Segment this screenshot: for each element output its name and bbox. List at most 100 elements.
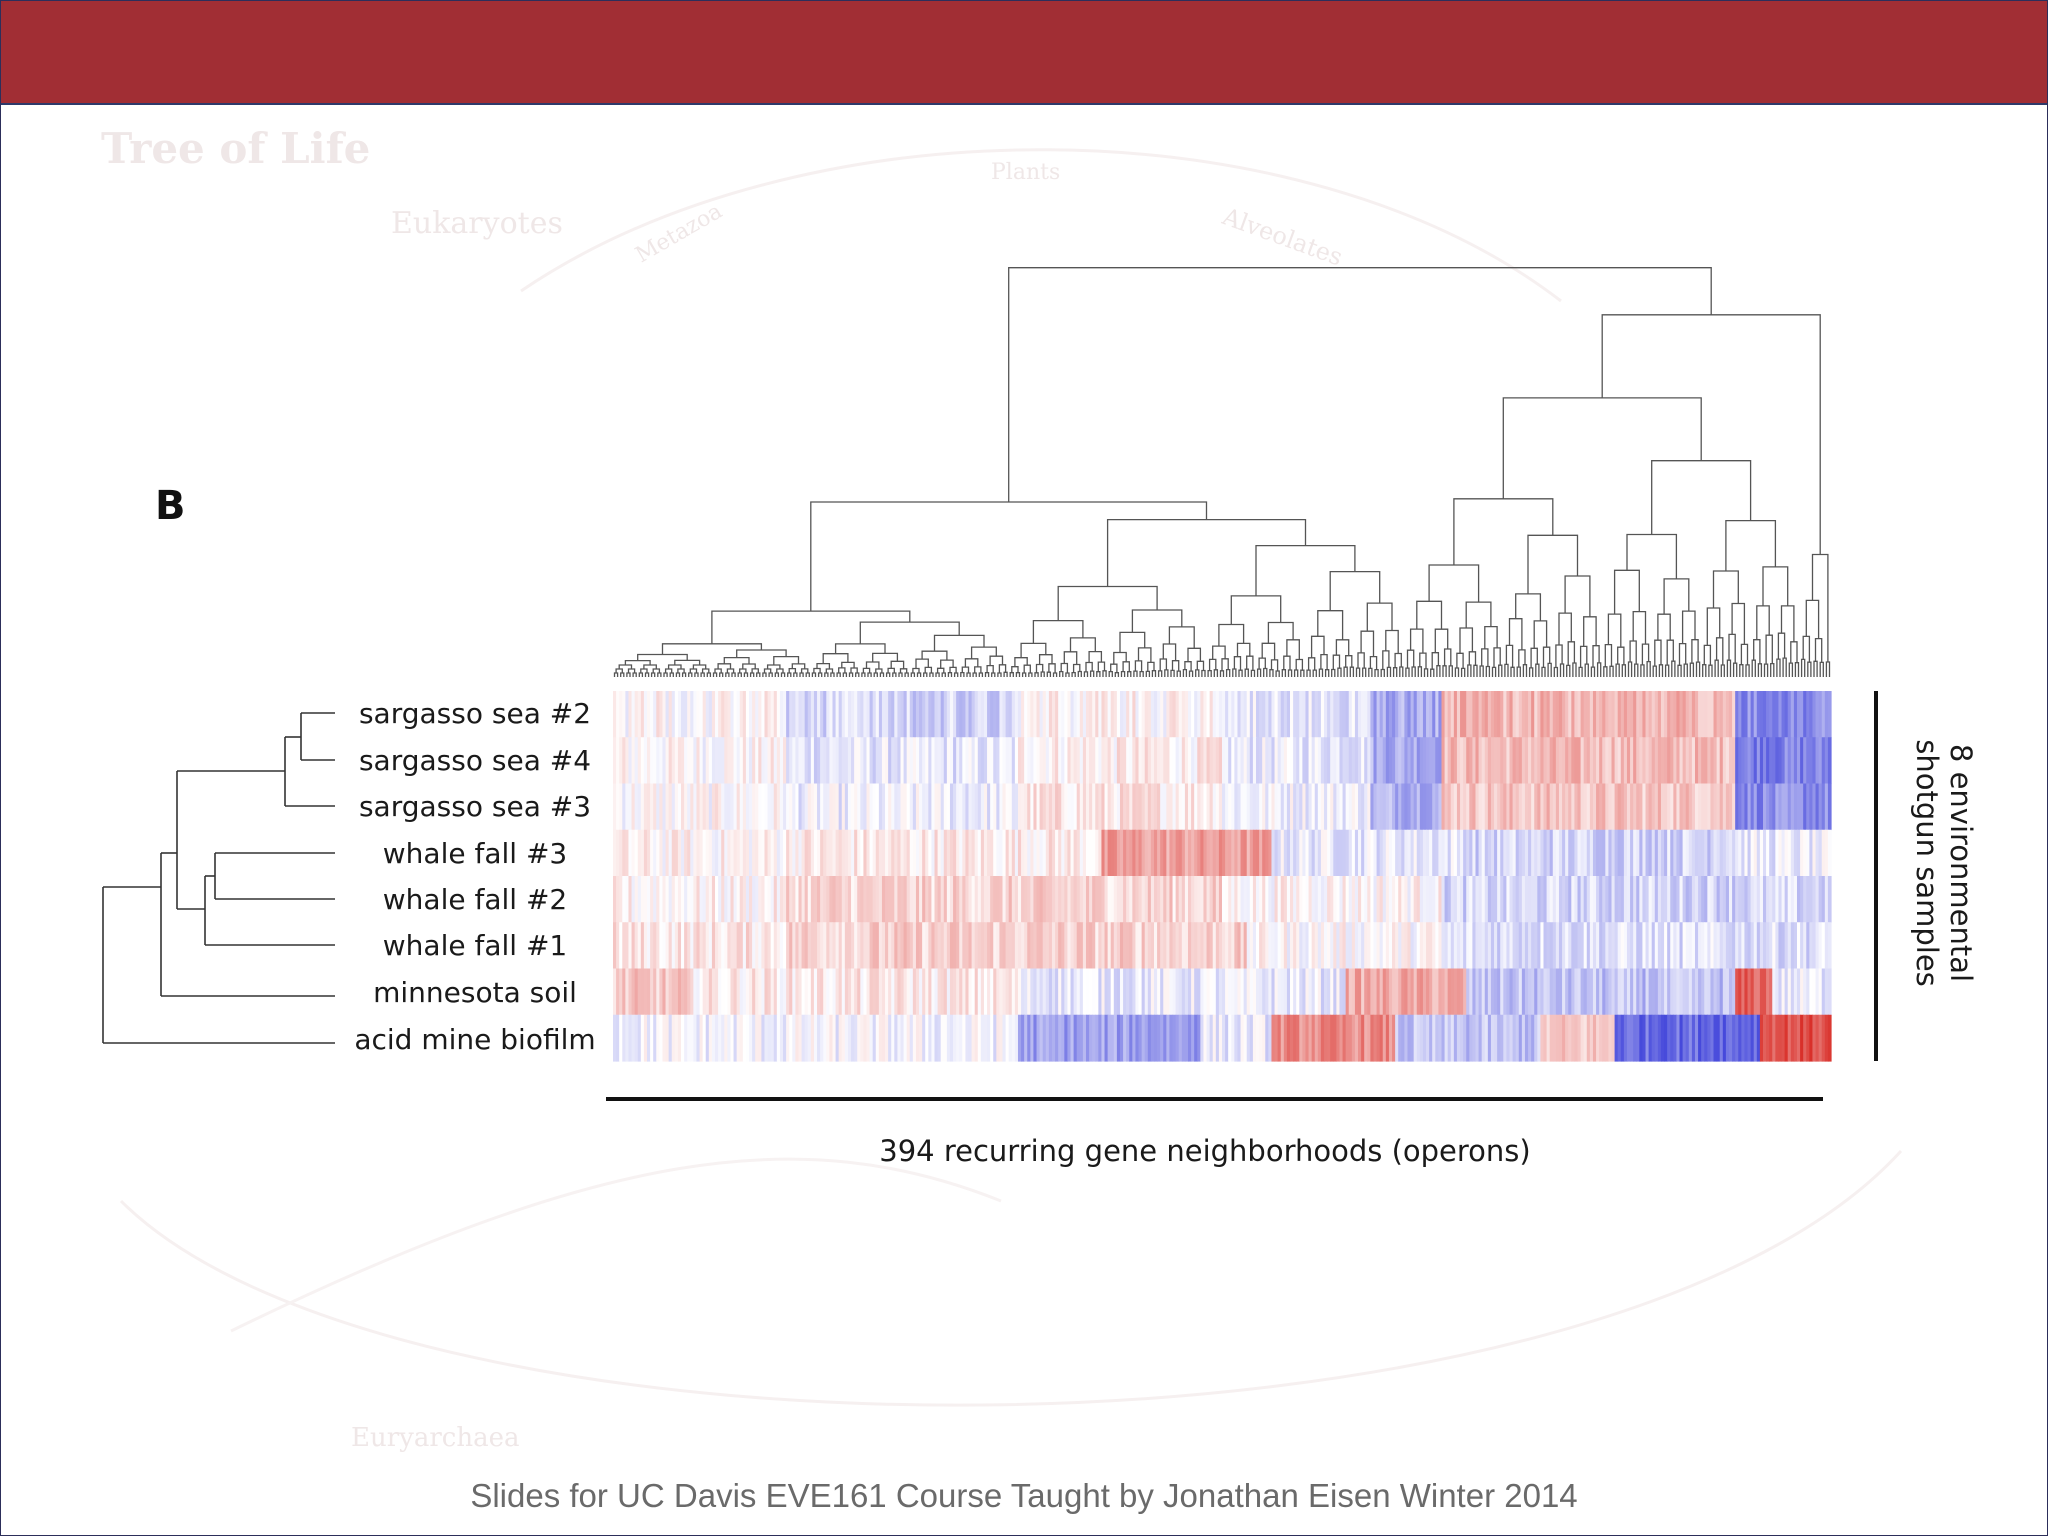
dendrogram-branch <box>1134 660 1143 672</box>
heatmap-cell <box>1123 968 1127 1016</box>
heatmap-cell <box>949 1014 954 1062</box>
heatmap-cell <box>915 876 920 923</box>
heatmap-cell <box>894 1014 898 1062</box>
dendrogram-branch <box>859 621 960 644</box>
heatmap-cell <box>909 829 914 877</box>
heatmap-cell <box>1796 783 1801 831</box>
heatmap-cell <box>1676 922 1681 970</box>
heatmap-cell <box>946 922 951 970</box>
heatmap-cell <box>702 737 707 785</box>
heatmap-cell <box>736 737 741 785</box>
heatmap-cell <box>1574 783 1579 831</box>
heatmap-cell <box>1710 1014 1715 1062</box>
heatmap-cell <box>1670 737 1674 785</box>
heatmap-cell <box>1796 1014 1801 1062</box>
heatmap-cell <box>931 783 936 831</box>
heatmap-cell <box>1014 783 1019 831</box>
heatmap-cell <box>1039 922 1044 970</box>
heatmap-cell <box>1354 691 1359 738</box>
heatmap-cell <box>622 922 626 970</box>
heatmap-cell <box>1336 783 1341 831</box>
heatmap-cell <box>776 737 781 785</box>
heatmap-cell <box>869 691 874 738</box>
heatmap-cell <box>1268 783 1273 831</box>
heatmap-cell <box>1422 968 1427 1016</box>
heatmap-cell <box>1129 876 1133 923</box>
heatmap-cell <box>980 1014 985 1062</box>
heatmap-cell <box>1370 737 1375 785</box>
heatmap-cell <box>1404 691 1409 738</box>
heatmap-cell <box>1778 1014 1783 1062</box>
heatmap-cell <box>807 783 812 831</box>
heatmap-cell <box>943 691 948 738</box>
heatmap-cell <box>1364 876 1368 923</box>
heatmap-cell <box>1095 968 1099 1016</box>
heatmap-cell <box>1524 829 1529 877</box>
heatmap-cell <box>640 968 645 1016</box>
heatmap-cell <box>1345 922 1350 970</box>
dendrogram-branch <box>848 672 854 677</box>
heatmap-cell <box>671 1014 676 1062</box>
heatmap-cell <box>749 829 753 877</box>
heatmap-cell <box>965 876 970 923</box>
heatmap-cell <box>1320 737 1325 785</box>
heatmap-cell <box>1191 737 1195 785</box>
heatmap-cell <box>1490 876 1495 923</box>
heatmap-cell <box>1450 737 1455 785</box>
heatmap-cell <box>745 783 750 831</box>
heatmap-cell <box>1642 691 1647 738</box>
dendrogram-branch <box>1139 670 1144 677</box>
heatmap-cell <box>1160 691 1164 738</box>
heatmap-cell <box>1719 968 1724 1016</box>
heatmap-cell <box>817 829 821 877</box>
heatmap-cell <box>1002 922 1007 970</box>
heatmap-cell <box>1286 737 1291 785</box>
heatmap-cell <box>1187 922 1192 970</box>
heatmap-cell <box>1098 922 1103 970</box>
heatmap-cell <box>1722 876 1727 923</box>
dendrogram-branch <box>1706 607 1721 646</box>
heatmap-cell <box>1268 829 1273 877</box>
heatmap-cell <box>1670 1014 1674 1062</box>
heatmap-cell <box>1738 1014 1742 1062</box>
heatmap-cell <box>699 829 704 877</box>
heatmap-cell <box>647 876 651 923</box>
heatmap-cell <box>1178 783 1183 831</box>
heatmap-cell <box>1129 968 1133 1016</box>
heatmap-cell <box>1673 737 1678 785</box>
heatmap-cell <box>789 1014 793 1062</box>
heatmap-cell <box>1444 968 1449 1016</box>
heatmap-cell <box>1694 1014 1699 1062</box>
heatmap-cell <box>1011 691 1016 738</box>
heatmap-cell <box>1407 737 1412 785</box>
heatmap-cell <box>1277 922 1282 970</box>
heatmap-cell <box>1685 922 1690 970</box>
heatmap-cell <box>1092 876 1096 923</box>
heatmap-cell <box>1361 922 1365 970</box>
heatmap-cell <box>1766 1014 1770 1062</box>
heatmap-cell <box>758 922 762 970</box>
dendrogram-branch <box>1515 593 1542 621</box>
heatmap-cell <box>1710 968 1715 1016</box>
heatmap-cell <box>1166 876 1171 923</box>
heatmap-cell <box>1073 691 1078 738</box>
heatmap-cell <box>999 922 1004 970</box>
heatmap-cell <box>1268 968 1273 1016</box>
heatmap-cell <box>1141 691 1146 738</box>
heatmap-cell <box>949 922 954 970</box>
dendrogram-branch <box>1533 620 1548 649</box>
heatmap-cell <box>1626 968 1631 1016</box>
heatmap-cell <box>1218 876 1223 923</box>
heatmap-cell <box>940 691 945 738</box>
heatmap-cell <box>838 922 843 970</box>
heatmap-cell <box>708 829 713 877</box>
heatmap-cell <box>1602 876 1606 923</box>
heatmap-cell <box>1138 876 1143 923</box>
heatmap-cell <box>1361 829 1365 877</box>
heatmap-cell <box>1426 691 1430 738</box>
heatmap-cell <box>616 1014 620 1062</box>
heatmap-cell <box>1228 968 1232 1016</box>
dendrogram-branch <box>1473 664 1478 677</box>
heatmap-cell <box>1456 691 1461 738</box>
heatmap-cell <box>656 783 660 831</box>
